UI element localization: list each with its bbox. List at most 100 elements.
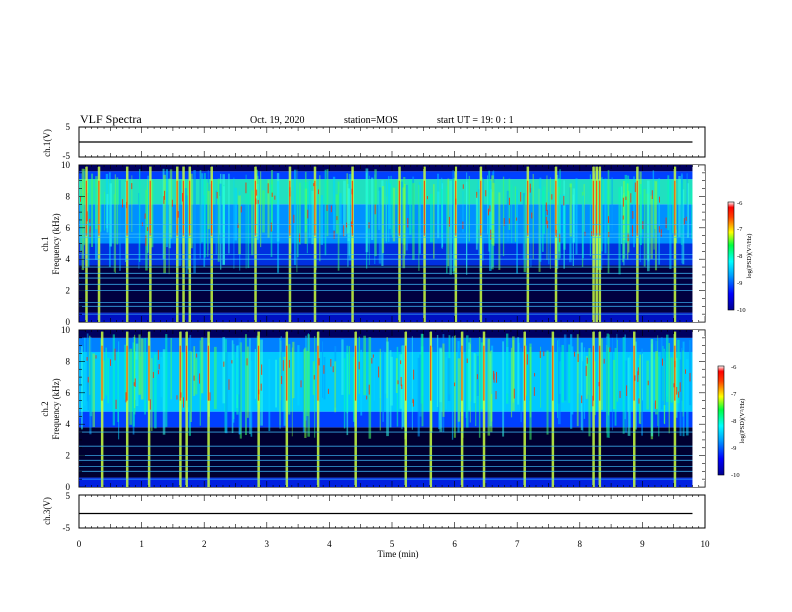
spectrogram-streak	[346, 173, 348, 234]
spectrogram-streak	[352, 356, 355, 422]
spectrogram-streak	[139, 169, 141, 262]
spectrogram-streak	[432, 184, 435, 259]
spectrogram-streak	[442, 343, 445, 417]
spectrogram-streak	[324, 169, 327, 256]
spectrogram-speckle	[585, 365, 587, 377]
x-tick-label: 4	[327, 539, 332, 549]
x-tick-label: 6	[452, 539, 457, 549]
spectrogram-streak	[311, 190, 314, 245]
x-tick-label: 10	[701, 539, 711, 549]
spectrogram-burst-core	[674, 345, 676, 401]
spectrogram-speckle	[489, 205, 491, 212]
spectrogram-speckle	[114, 348, 116, 356]
spectrogram-streak	[306, 350, 309, 417]
spectrogram-streak	[559, 361, 561, 394]
spectrogram-streak	[222, 186, 225, 265]
spectrogram-streak	[589, 174, 591, 257]
spectrogram-burst-core	[430, 345, 432, 401]
spectrogram-streak	[660, 337, 663, 410]
x-axis: 0 1 2 3 4 5 6 7 8 9 10	[77, 539, 710, 549]
spectrogram-streak	[562, 194, 565, 243]
ch1-colorbar-tick: -10	[737, 307, 746, 314]
freq-tick-label: 0	[66, 317, 71, 327]
spectrogram-speckle	[125, 392, 127, 403]
spectrogram-streak	[614, 347, 617, 426]
freq-tick-label: 6	[66, 388, 71, 398]
spectrogram-burst	[523, 331, 526, 487]
ch1-spectrogram-panel: 0 2 4 6 8 10 ch.1 Frequency (kHz)	[40, 160, 706, 327]
spectrogram-streak	[280, 336, 282, 413]
spectrogram-speckle	[454, 382, 456, 387]
spectrogram-streak	[655, 351, 658, 409]
spectrogram-streak	[371, 177, 374, 240]
figure-title: VLF Spectra	[80, 112, 142, 126]
spectrogram-speckle	[307, 209, 309, 219]
spectrogram-speckle	[455, 198, 457, 205]
spectrogram-streak	[270, 184, 273, 257]
spectrogram-streak	[116, 177, 119, 245]
spectrogram-speckle	[126, 201, 128, 209]
spectrogram-speckle	[462, 184, 464, 189]
spectrogram-streak	[449, 180, 453, 275]
spectrogram-speckle	[685, 216, 687, 221]
x-tick-label: 1	[139, 539, 144, 549]
spectrogram-burst	[176, 166, 179, 322]
spectrogram-streak	[231, 340, 234, 434]
spectrogram-burst	[554, 166, 558, 322]
spectrogram-streak	[633, 176, 635, 248]
spectrogram-streak	[436, 334, 439, 407]
spectrogram-burst-core	[595, 180, 598, 236]
spectrogram-streak	[170, 338, 172, 400]
spectrogram-streak	[382, 350, 385, 422]
spectrogram-streak	[635, 347, 637, 402]
spectrogram-streak	[607, 347, 610, 416]
ch1-spectrogram-ylabel-channel: ch.1	[40, 236, 50, 251]
spectrogram-streak	[477, 180, 480, 230]
spectrogram-streak	[411, 336, 413, 430]
spectrogram-streak	[568, 344, 571, 403]
spectrogram-streak	[400, 181, 403, 241]
spectrogram-streak	[679, 359, 682, 436]
spectrogram-streak	[388, 176, 390, 242]
spectrogram-streak	[557, 339, 561, 404]
spectrogram-streak	[219, 183, 222, 244]
spectrogram-streak	[109, 183, 113, 247]
spectrogram-streak	[162, 349, 166, 435]
spectrogram-streak	[81, 346, 83, 430]
spectrogram-streak	[430, 193, 433, 243]
spectrogram-speckle	[487, 208, 489, 216]
spectrogram-speckle	[674, 361, 676, 368]
ch3-voltage-ytick-top: 5	[66, 491, 71, 501]
spectrogram-streak	[168, 178, 171, 249]
spectrogram-speckle	[346, 222, 348, 228]
spectrogram-speckle	[260, 383, 262, 391]
spectrogram-streak	[124, 344, 127, 400]
spectrogram-streak	[451, 336, 454, 440]
spectrogram-streak	[686, 183, 690, 238]
spectrogram-streak	[204, 173, 206, 258]
spectrogram-streak	[145, 189, 148, 271]
spectrogram-burst	[207, 331, 210, 487]
spectrogram-streak	[348, 173, 352, 261]
spectrogram-speckle	[332, 366, 334, 373]
spectrogram-streak	[620, 186, 623, 245]
spectrogram-streak	[267, 179, 270, 239]
spectrogram-speckle	[400, 376, 402, 386]
spectrogram-streak	[402, 345, 405, 427]
spectrogram-speckle	[516, 217, 518, 221]
spectrogram-streak	[147, 175, 149, 253]
spectrogram-streak	[583, 184, 585, 232]
spectrogram-streak	[678, 176, 681, 238]
spectrogram-speckle	[134, 378, 136, 387]
spectrogram-speckle	[216, 191, 218, 199]
spectrogram-speckle	[684, 369, 686, 374]
spectrogram-streak	[412, 183, 415, 261]
spectrogram-burst	[125, 166, 129, 322]
spectrogram-streak	[129, 348, 133, 425]
spectrogram-streak	[646, 360, 649, 410]
spectrogram-speckle	[176, 395, 178, 400]
ch2-colorbar-tick: -10	[731, 472, 740, 479]
spectrogram-streak	[572, 194, 574, 266]
spectrogram-streak	[337, 181, 340, 271]
spectrogram-speckle	[358, 361, 360, 370]
